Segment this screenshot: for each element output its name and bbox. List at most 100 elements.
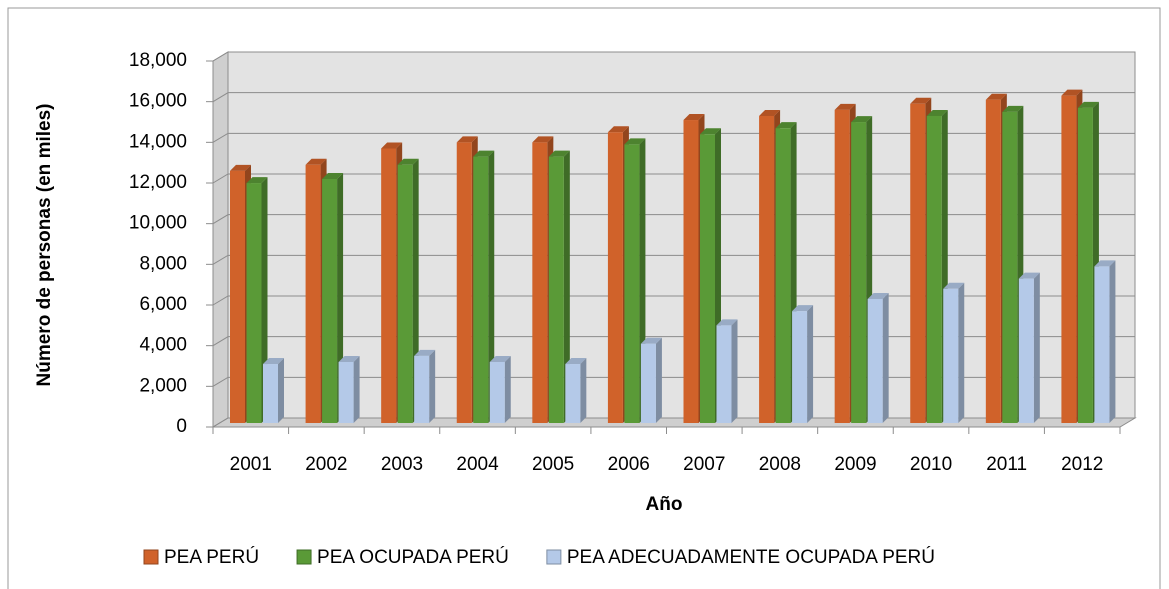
side-wall bbox=[212, 51, 229, 428]
bar-front bbox=[246, 183, 262, 423]
bar-top bbox=[851, 116, 873, 123]
grid-line bbox=[212, 51, 1135, 62]
bar-top bbox=[683, 114, 705, 121]
bar bbox=[1094, 260, 1116, 423]
x-tick-label: 2011 bbox=[986, 454, 1027, 475]
bar-front bbox=[565, 364, 581, 423]
bar-top bbox=[230, 164, 251, 171]
bar-front bbox=[910, 103, 926, 424]
grid-line bbox=[212, 417, 1135, 428]
y-tick-label: 18,000 bbox=[129, 50, 187, 71]
bar-top bbox=[775, 122, 797, 129]
bar-front bbox=[834, 109, 850, 423]
grid-line bbox=[212, 92, 1135, 103]
bar-front bbox=[1002, 111, 1018, 424]
bar bbox=[548, 150, 570, 423]
bar-front bbox=[943, 288, 959, 423]
bar-top bbox=[456, 136, 478, 143]
legend-swatch bbox=[296, 549, 312, 565]
bar bbox=[338, 356, 360, 423]
bar-side bbox=[580, 358, 587, 423]
bar-front bbox=[867, 298, 883, 423]
bar-top bbox=[489, 356, 511, 362]
bar-side bbox=[1033, 272, 1040, 423]
x-tick-label: 2003 bbox=[381, 454, 423, 475]
x-tick-label: 2012 bbox=[1061, 454, 1103, 475]
bar-top bbox=[985, 93, 1007, 100]
bar-top bbox=[1018, 272, 1040, 279]
bar-front bbox=[640, 343, 656, 423]
x-tick-label: 2006 bbox=[608, 454, 650, 475]
bar-front bbox=[607, 132, 623, 423]
bar bbox=[716, 319, 738, 423]
bar-top bbox=[548, 150, 570, 157]
legend-swatch bbox=[143, 549, 159, 565]
legend-label: PEA OCUPADA PERÚ bbox=[317, 546, 509, 568]
bar-top bbox=[1061, 89, 1083, 96]
grid-line bbox=[212, 132, 1135, 143]
bar-top bbox=[246, 177, 268, 184]
bar-top bbox=[414, 349, 436, 356]
bar-front bbox=[716, 325, 732, 423]
bar bbox=[792, 305, 814, 423]
bar-top bbox=[700, 128, 721, 135]
bar-top bbox=[397, 158, 419, 165]
bar bbox=[489, 356, 511, 423]
bar-top bbox=[624, 138, 646, 145]
bar-front bbox=[397, 164, 413, 423]
bar-front bbox=[456, 142, 472, 423]
bar-side bbox=[278, 358, 284, 423]
bar-side bbox=[807, 305, 814, 423]
bar-front bbox=[338, 362, 354, 423]
y-tick-label: 6,000 bbox=[139, 294, 187, 315]
bar-front bbox=[1077, 107, 1093, 423]
x-tick-label: 2009 bbox=[834, 454, 876, 475]
grid-line bbox=[212, 214, 1135, 225]
x-tick-label: 2007 bbox=[683, 454, 725, 475]
y-tick-label: 14,000 bbox=[129, 131, 187, 152]
bar-top bbox=[565, 358, 587, 365]
bar-front bbox=[414, 355, 430, 423]
bar-side bbox=[1109, 260, 1116, 423]
bar-front bbox=[759, 115, 775, 423]
x-tick-label: 2002 bbox=[305, 454, 347, 475]
bar-top bbox=[1094, 260, 1116, 267]
grid-line bbox=[212, 254, 1135, 265]
x-tick-label: 2005 bbox=[532, 454, 574, 475]
y-tick-label: 8,000 bbox=[139, 253, 187, 274]
bar-front bbox=[305, 164, 321, 423]
x-tick-label: 2001 bbox=[230, 454, 272, 475]
bar-side bbox=[488, 150, 495, 423]
bar bbox=[943, 282, 965, 423]
x-tick-label: 2008 bbox=[759, 454, 801, 475]
bar bbox=[414, 349, 436, 423]
bar-front bbox=[624, 144, 640, 423]
x-tick-label: 2004 bbox=[456, 454, 499, 475]
bar bbox=[867, 292, 889, 423]
bar-side bbox=[353, 356, 360, 423]
bar-front bbox=[700, 134, 715, 423]
bar-top bbox=[305, 158, 327, 165]
bar-top bbox=[926, 109, 948, 116]
bar-front bbox=[1094, 266, 1110, 423]
legend-swatch bbox=[546, 549, 562, 565]
bar-top bbox=[263, 358, 284, 365]
grid-line bbox=[212, 376, 1135, 387]
y-tick-label: 2,000 bbox=[139, 375, 187, 396]
bar-front bbox=[792, 311, 808, 423]
bar-top bbox=[381, 142, 403, 149]
y-tick-label: 10,000 bbox=[129, 213, 187, 234]
bar-front bbox=[532, 142, 548, 423]
bar-side bbox=[429, 349, 436, 423]
bar-front bbox=[489, 362, 505, 423]
bar bbox=[565, 358, 587, 423]
y-tick-label: 4,000 bbox=[139, 335, 187, 356]
bar-front bbox=[851, 122, 867, 424]
bar bbox=[640, 337, 662, 423]
bar-top bbox=[1077, 101, 1099, 108]
legend-label: PEA ADECUADAMENTE OCUPADA PERÚ bbox=[567, 546, 935, 568]
bar-front bbox=[230, 170, 245, 423]
bar-top bbox=[1002, 105, 1024, 112]
bar-front bbox=[683, 120, 699, 424]
